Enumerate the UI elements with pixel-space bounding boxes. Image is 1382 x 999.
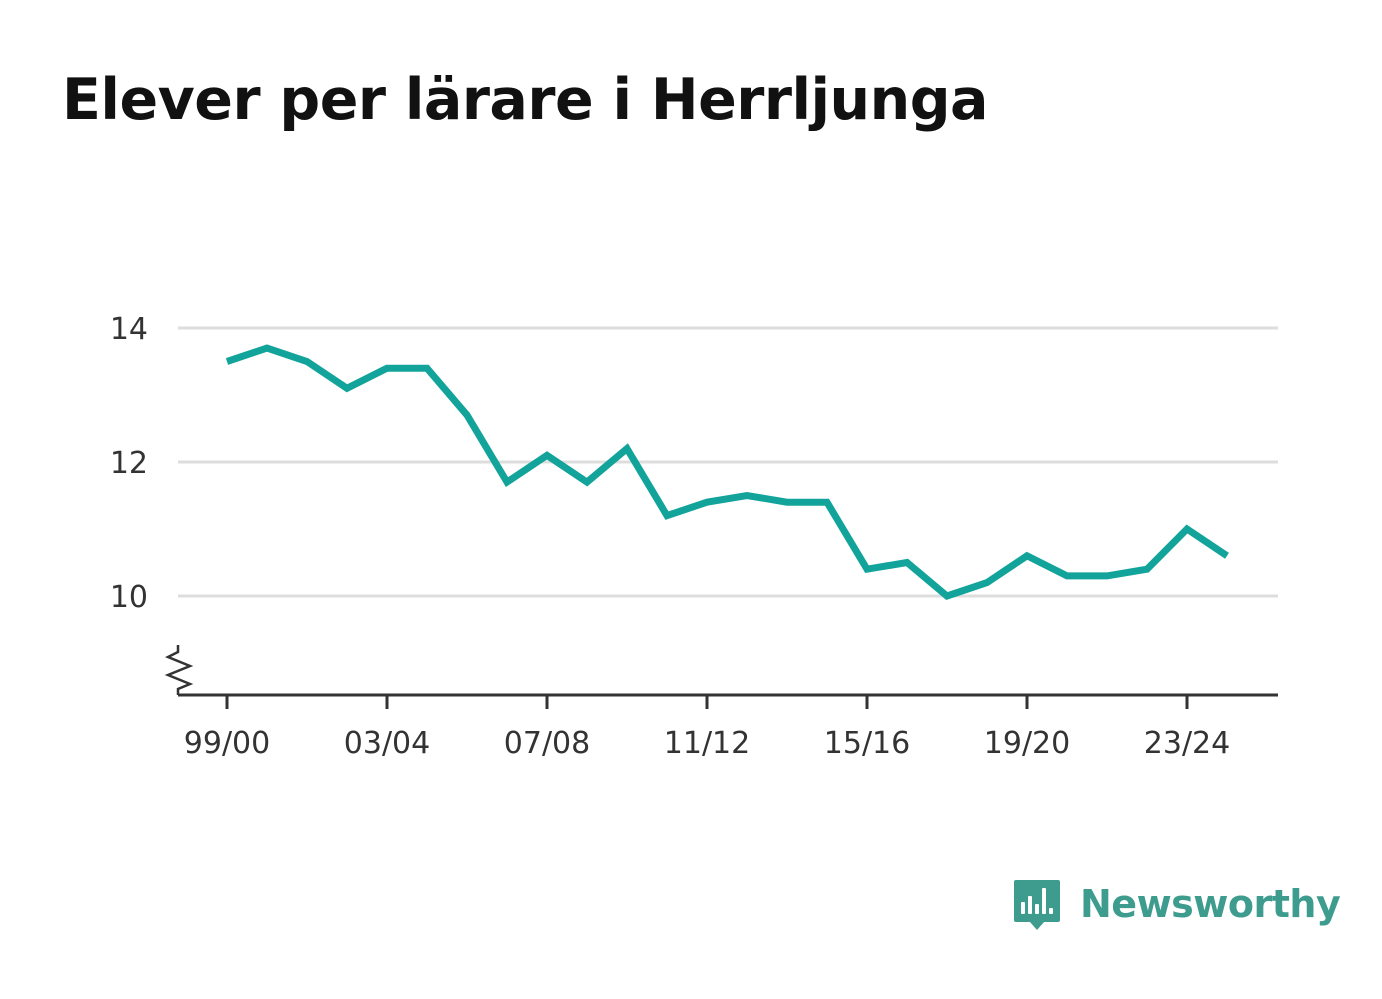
y-axis-tick-labels: 10 12 14 [110, 312, 148, 615]
x-tick-label-19-20: 19/20 [984, 726, 1070, 761]
newsworthy-logo-icon [1014, 880, 1060, 930]
x-tick-label-99-00: 99/00 [184, 726, 270, 761]
x-axis [164, 645, 1278, 709]
grid-lines [178, 326, 1278, 598]
series-group [225, 344, 1229, 600]
x-tick-label-07-08: 07/08 [504, 726, 590, 761]
brand-name: Newsworthy [1080, 882, 1341, 926]
y-axis-break-icon [164, 645, 194, 695]
x-tick-label-15-16: 15/16 [824, 726, 910, 761]
x-axis-tick-labels: 99/00 03/04 07/08 11/12 15/16 19/20 23/24 [184, 726, 1230, 761]
y-tick-label-12: 12 [110, 446, 148, 481]
brand-logo: Newsworthy [1012, 878, 1341, 940]
x-tick-label-11-12: 11/12 [664, 726, 750, 761]
x-tick-label-03-04: 03/04 [344, 726, 430, 761]
x-tick-label-23-24: 23/24 [1144, 726, 1230, 761]
series-line-0 [225, 344, 1229, 600]
y-tick-label-14: 14 [110, 312, 148, 347]
page-title: Elever per lärare i Herrljunga [62, 67, 988, 133]
y-tick-label-10: 10 [110, 580, 148, 615]
